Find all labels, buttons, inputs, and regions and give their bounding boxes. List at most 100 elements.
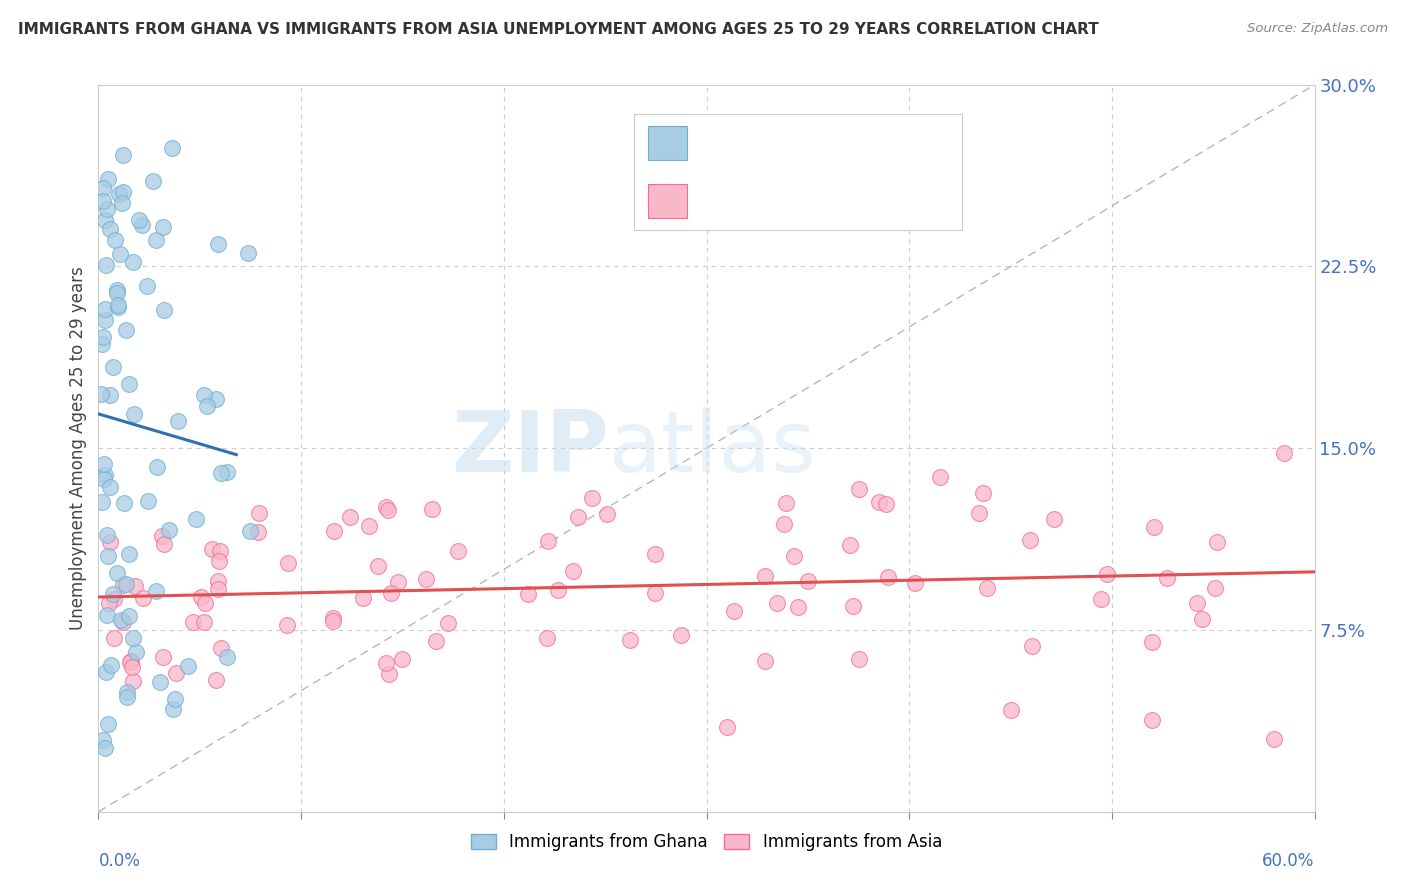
Point	[1140, 635, 1163, 649]
Point	[181, 615, 204, 629]
Point	[425, 634, 447, 648]
Point	[112, 615, 135, 630]
Point	[322, 611, 344, 625]
Point	[536, 534, 558, 549]
Y-axis label: Unemployment Among Ages 25 to 29 years: Unemployment Among Ages 25 to 29 years	[69, 267, 87, 630]
Point	[868, 495, 890, 509]
Point	[247, 506, 270, 520]
Point	[91, 330, 114, 344]
Point	[1142, 713, 1164, 727]
Point	[90, 387, 112, 401]
Point	[111, 148, 134, 162]
Point	[94, 302, 117, 317]
Point	[207, 236, 229, 251]
Point	[105, 283, 128, 297]
Point	[91, 181, 114, 195]
Point	[103, 587, 125, 601]
Point	[239, 524, 262, 538]
Point	[108, 247, 131, 261]
Point	[209, 466, 232, 480]
Point	[131, 218, 153, 232]
Point	[93, 457, 115, 471]
Point	[775, 495, 797, 509]
Point	[107, 298, 129, 312]
Point	[152, 537, 174, 551]
Legend: Immigrants from Ghana, Immigrants from Asia: Immigrants from Ghana, Immigrants from A…	[464, 827, 949, 858]
Point	[247, 524, 270, 539]
Point	[142, 174, 165, 188]
Point	[201, 541, 224, 556]
Point	[160, 141, 183, 155]
Point	[98, 596, 121, 610]
Point	[104, 233, 127, 247]
Point	[236, 245, 259, 260]
Point	[149, 675, 172, 690]
Point	[838, 538, 860, 552]
Point	[91, 733, 114, 747]
Text: 0.0%: 0.0%	[98, 852, 141, 870]
Point	[547, 583, 569, 598]
Point	[773, 516, 796, 531]
Point	[387, 574, 409, 589]
Text: Source: ZipAtlas.com: Source: ZipAtlas.com	[1247, 22, 1388, 36]
Text: R =  0.165   N =  79: R = 0.165 N = 79	[699, 134, 896, 152]
Point	[875, 497, 897, 511]
Point	[209, 640, 232, 655]
Point	[162, 702, 184, 716]
Point	[121, 654, 143, 668]
Point	[204, 673, 226, 687]
Point	[976, 582, 998, 596]
Point	[391, 652, 413, 666]
Point	[208, 544, 231, 558]
Point	[150, 528, 173, 542]
Point	[1204, 582, 1226, 596]
Point	[322, 614, 344, 628]
Point	[848, 483, 870, 497]
Point	[103, 360, 125, 375]
Point	[165, 666, 187, 681]
Point	[1272, 446, 1295, 460]
Point	[115, 690, 138, 705]
Point	[121, 674, 143, 689]
Point	[190, 590, 212, 604]
Point	[107, 300, 129, 314]
Point	[277, 556, 299, 570]
Point	[193, 615, 215, 629]
Point	[215, 465, 238, 479]
Point	[118, 377, 141, 392]
Point	[783, 549, 806, 564]
Point	[157, 523, 180, 537]
Point	[122, 407, 145, 421]
Point	[322, 524, 344, 538]
Point	[96, 608, 118, 623]
Point	[339, 510, 361, 524]
Point	[105, 285, 128, 300]
Point	[716, 720, 738, 734]
Point	[112, 496, 135, 510]
Point	[415, 572, 437, 586]
Point	[194, 596, 217, 610]
Point	[1095, 566, 1118, 581]
Point	[121, 632, 143, 646]
Point	[380, 586, 402, 600]
Point	[377, 503, 399, 517]
Point	[1206, 535, 1229, 549]
Point	[91, 336, 114, 351]
Point	[98, 222, 121, 236]
Text: atlas: atlas	[609, 407, 817, 490]
Point	[152, 649, 174, 664]
Point	[352, 591, 374, 606]
Point	[215, 650, 238, 665]
Point	[97, 549, 120, 563]
Point	[378, 666, 401, 681]
Point	[1021, 640, 1043, 654]
Point	[644, 547, 666, 561]
Point	[581, 491, 603, 506]
Point	[132, 591, 155, 605]
Point	[110, 196, 132, 211]
Point	[98, 388, 121, 402]
Point	[536, 631, 558, 645]
Point	[972, 485, 994, 500]
Point	[797, 574, 820, 588]
Point	[276, 618, 298, 632]
